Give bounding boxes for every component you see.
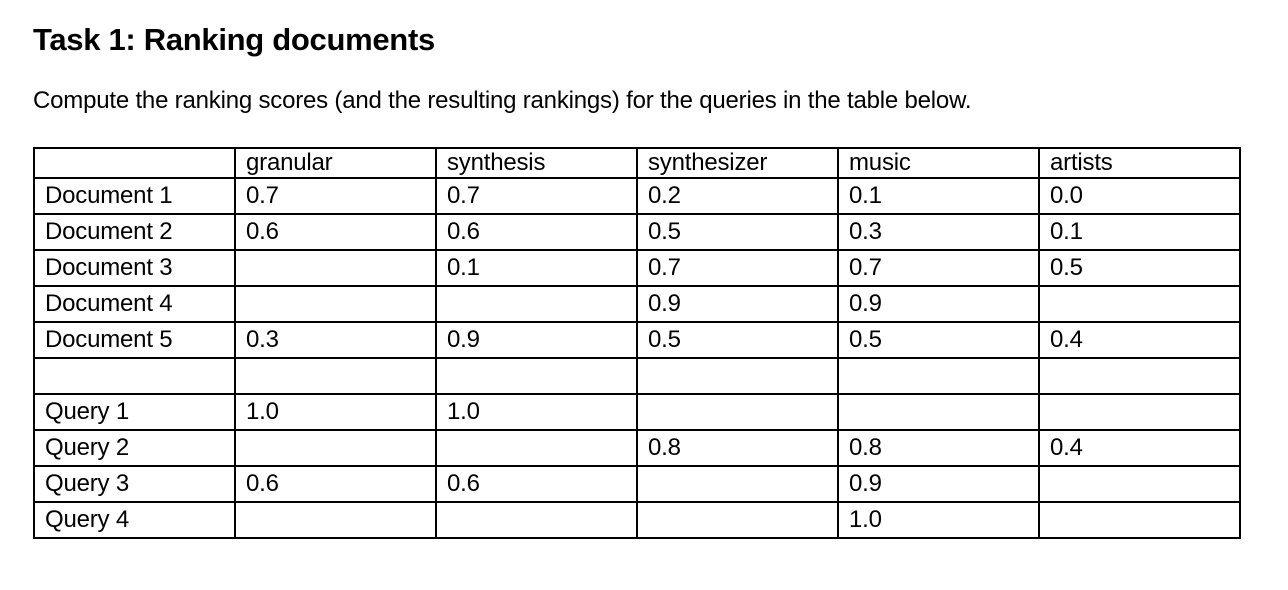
score-cell: 0.7	[435, 177, 638, 216]
table-row: Document 2 0.6 0.6 0.5 0.3 0.1	[33, 213, 1241, 252]
table-row: Query 3 0.6 0.6 0.9	[33, 465, 1241, 504]
score-cell: 0.6	[435, 213, 638, 252]
score-cell: 0.6	[234, 465, 437, 504]
table-row: Document 4 0.9 0.9	[33, 285, 1241, 324]
score-cell	[234, 501, 437, 540]
score-cell	[234, 285, 437, 324]
table-row: Query 4 1.0	[33, 501, 1241, 540]
ranking-table: granular synthesis synthesizer music artists…	[33, 147, 1241, 540]
score-cell	[1038, 393, 1241, 432]
score-cell	[1038, 285, 1241, 324]
score-cell: 0.9	[837, 285, 1040, 324]
score-cell	[435, 501, 638, 540]
score-cell: 0.7	[234, 177, 437, 216]
column-header-synthesizer: synthesizer	[636, 147, 839, 180]
row-label: Query 3	[33, 465, 236, 504]
score-cell: 0.9	[837, 465, 1040, 504]
score-cell: 0.4	[1038, 429, 1241, 468]
score-cell: 1.0	[234, 393, 437, 432]
score-cell	[435, 285, 638, 324]
row-label: Document 5	[33, 321, 236, 360]
column-header-music: music	[837, 147, 1040, 180]
score-cell: 0.8	[636, 429, 839, 468]
corner-header-cell	[33, 147, 236, 180]
score-cell: 0.4	[1038, 321, 1241, 360]
score-cell: 0.5	[1038, 249, 1241, 288]
score-cell	[1038, 501, 1241, 540]
column-header-synthesis: synthesis	[435, 147, 638, 180]
score-cell: 0.6	[234, 213, 437, 252]
score-cell	[1038, 465, 1241, 504]
score-cell: 0.1	[1038, 213, 1241, 252]
score-cell: 0.2	[636, 177, 839, 216]
score-cell: 0.9	[636, 285, 839, 324]
score-cell: 0.1	[837, 177, 1040, 216]
table-header: granular synthesis synthesizer music artists	[33, 147, 1241, 180]
table-row: Query 1 1.0 1.0	[33, 393, 1241, 432]
score-cell: 1.0	[435, 393, 638, 432]
row-label: Query 2	[33, 429, 236, 468]
score-cell: 0.3	[234, 321, 437, 360]
table-row: Query 2 0.8 0.8 0.4	[33, 429, 1241, 468]
score-cell	[636, 465, 839, 504]
score-cell: 0.5	[636, 213, 839, 252]
score-cell: 0.5	[837, 321, 1040, 360]
column-header-granular: granular	[234, 147, 437, 180]
score-cell	[837, 393, 1040, 432]
score-cell: 0.3	[837, 213, 1040, 252]
score-cell	[837, 357, 1040, 396]
task-title: Task 1: Ranking documents	[33, 22, 435, 57]
row-label: Document 4	[33, 285, 236, 324]
table-row: Document 5 0.3 0.9 0.5 0.5 0.4	[33, 321, 1241, 360]
row-label	[33, 357, 236, 396]
score-cell	[435, 429, 638, 468]
task-instruction: Compute the ranking scores (and the resu…	[33, 87, 972, 114]
table-row: Document 1 0.7 0.7 0.2 0.1 0.0	[33, 177, 1241, 216]
score-cell	[636, 501, 839, 540]
score-cell: 0.7	[636, 249, 839, 288]
score-cell	[435, 357, 638, 396]
score-cell	[234, 429, 437, 468]
header-row: granular synthesis synthesizer music artists	[33, 147, 1241, 180]
score-cell: 0.1	[435, 249, 638, 288]
score-cell: 0.0	[1038, 177, 1241, 216]
row-label: Query 1	[33, 393, 236, 432]
score-cell	[234, 357, 437, 396]
score-cell: 0.6	[435, 465, 638, 504]
spacer-row	[33, 357, 1241, 396]
table-row: Document 3 0.1 0.7 0.7 0.5	[33, 249, 1241, 288]
score-cell: 1.0	[837, 501, 1040, 540]
score-cell	[1038, 357, 1241, 396]
score-cell	[636, 357, 839, 396]
score-cell	[636, 393, 839, 432]
score-cell: 0.9	[435, 321, 638, 360]
column-header-artists: artists	[1038, 147, 1241, 180]
row-label: Document 2	[33, 213, 236, 252]
score-cell: 0.8	[837, 429, 1040, 468]
score-cell	[234, 249, 437, 288]
score-cell: 0.5	[636, 321, 839, 360]
row-label: Query 4	[33, 501, 236, 540]
row-label: Document 1	[33, 177, 236, 216]
score-cell: 0.7	[837, 249, 1040, 288]
row-label: Document 3	[33, 249, 236, 288]
table-body: Document 1 0.7 0.7 0.2 0.1 0.0 Document 2 0.6 0.…	[33, 177, 1241, 540]
